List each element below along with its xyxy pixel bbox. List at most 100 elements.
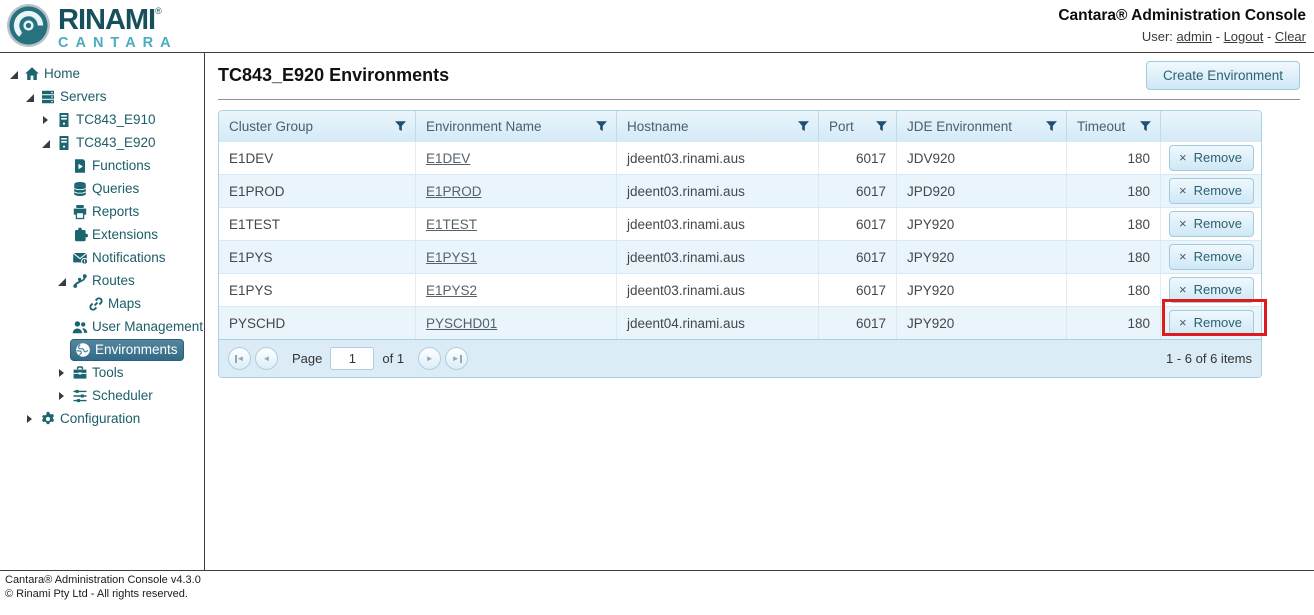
filter-icon[interactable]: [394, 120, 407, 133]
column-header-timeout[interactable]: Timeout: [1067, 111, 1161, 141]
previous-page-button[interactable]: ◄: [255, 347, 278, 370]
filter-icon[interactable]: [875, 120, 888, 133]
tools-icon: [72, 365, 88, 381]
filter-icon[interactable]: [1045, 120, 1058, 133]
maps-icon: [88, 296, 104, 312]
sidebar-item-label: Routes: [92, 273, 135, 288]
cell-cluster-group: E1PYS: [219, 274, 416, 306]
collapse-arrow-icon[interactable]: [8, 67, 22, 81]
remove-button-label: Remove: [1193, 249, 1243, 264]
sidebar-item-queries[interactable]: Queries: [0, 177, 204, 200]
cell-actions: × Remove: [1161, 208, 1261, 240]
cell-jde-environment: JPY920: [897, 208, 1067, 240]
sidebar-item-maps[interactable]: Maps: [0, 292, 204, 315]
remove-button[interactable]: × Remove: [1169, 277, 1255, 303]
table-row-e1pys1: E1PYS E1PYS1 jdeent03.rinami.aus 6017 JPY920…: [219, 240, 1261, 273]
user-name-link[interactable]: admin: [1176, 29, 1212, 44]
column-header-jde-environment[interactable]: JDE Environment: [897, 111, 1067, 141]
sidebar-item-tc843-e910[interactable]: TC843_E910: [0, 108, 204, 131]
remove-button[interactable]: × Remove: [1169, 310, 1255, 336]
expand-arrow-icon[interactable]: [24, 412, 38, 426]
sidebar-item-functions[interactable]: Functions: [0, 154, 204, 177]
last-page-icon: ►: [451, 353, 460, 363]
table-row-e1prod: E1PROD E1PROD jdeent03.rinami.aus 6017 JPD92…: [219, 174, 1261, 207]
remove-button[interactable]: × Remove: [1169, 211, 1255, 237]
collapse-arrow-icon[interactable]: [56, 274, 70, 288]
cell-cluster-group: E1PROD: [219, 175, 416, 207]
sidebar-item-servers[interactable]: Servers: [0, 85, 204, 108]
notifications-icon: [72, 250, 88, 266]
column-header-hostname[interactable]: Hostname: [617, 111, 819, 141]
filter-icon[interactable]: [797, 120, 810, 133]
next-page-button[interactable]: ►: [418, 347, 442, 370]
sidebar-item-configuration[interactable]: Configuration: [0, 407, 204, 430]
filter-icon[interactable]: [1139, 120, 1152, 133]
sidebar-item-label: Tools: [92, 365, 124, 380]
page-number-input[interactable]: [330, 347, 375, 370]
table-row-pyschd01: PYSCHD PYSCHD01 jdeent04.rinami.aus 6017 JPY…: [219, 306, 1261, 339]
remove-x-icon: ×: [1179, 249, 1187, 264]
expand-arrow-icon[interactable]: [40, 113, 54, 127]
environments-table: Cluster Group Environment Name Hostname Por…: [218, 110, 1262, 378]
environment-link[interactable]: E1DEV: [426, 151, 471, 166]
expand-arrow-icon[interactable]: [56, 389, 70, 403]
brand-name: RINAMI: [58, 3, 156, 36]
functions-icon: [72, 158, 88, 174]
remove-button[interactable]: × Remove: [1169, 178, 1255, 204]
rinami-logo-icon: [6, 3, 51, 53]
separator: -: [1215, 29, 1220, 44]
collapse-arrow-icon[interactable]: [24, 90, 38, 104]
cell-port: 6017: [819, 142, 897, 174]
collapse-arrow-icon[interactable]: [40, 136, 54, 150]
cell-port: 6017: [819, 274, 897, 306]
queries-icon: [72, 181, 88, 197]
sidebar-item-label: Configuration: [60, 411, 141, 426]
sidebar-item-tools[interactable]: Tools: [0, 361, 204, 384]
page-of-label: of 1: [382, 351, 405, 366]
sidebar-item-environments[interactable]: Environments: [0, 338, 204, 361]
remove-button[interactable]: × Remove: [1169, 244, 1255, 270]
title-divider: [218, 99, 1300, 100]
environment-link[interactable]: E1PROD: [426, 184, 482, 199]
environment-link[interactable]: E1PYS2: [426, 283, 478, 298]
clear-link[interactable]: Clear: [1274, 29, 1306, 44]
sidebar-item-label: Functions: [92, 158, 151, 173]
last-page-button[interactable]: ►: [445, 347, 469, 370]
user-session-bar: User: admin - Logout - Clear: [1058, 29, 1306, 44]
remove-x-icon: ×: [1179, 216, 1187, 231]
expand-arrow-icon[interactable]: [56, 366, 70, 380]
cell-actions: × Remove: [1161, 175, 1261, 207]
cell-environment-name: E1TEST: [416, 208, 617, 240]
sidebar-item-notifications[interactable]: Notifications: [0, 246, 204, 269]
column-header-cluster-group[interactable]: Cluster Group: [219, 111, 416, 141]
footer-copyright: © Rinami Pty Ltd - All rights reserved.: [5, 587, 188, 600]
user-management-icon: [72, 319, 88, 335]
brand-subname: CANTARA: [58, 34, 178, 51]
filter-icon[interactable]: [595, 120, 608, 133]
sidebar-item-routes[interactable]: Routes: [0, 269, 204, 292]
column-header-environment-name[interactable]: Environment Name: [416, 111, 617, 141]
tree-spacer: [56, 251, 70, 265]
remove-x-icon: ×: [1179, 150, 1187, 165]
cell-jde-environment: JPY920: [897, 274, 1067, 306]
create-environment-button[interactable]: Create Environment: [1145, 61, 1300, 90]
cell-cluster-group: PYSCHD: [219, 307, 416, 339]
scheduler-icon: [72, 388, 88, 404]
sidebar-item-home[interactable]: Home: [0, 62, 204, 85]
environment-link[interactable]: E1TEST: [426, 217, 478, 232]
main-content: TC843_E920 Environments Create Environme…: [205, 53, 1314, 570]
remove-button[interactable]: × Remove: [1169, 145, 1255, 171]
sidebar-item-tc843-e920[interactable]: TC843_E920: [0, 131, 204, 154]
environment-link[interactable]: PYSCHD01: [426, 316, 498, 331]
sidebar-item-user-management[interactable]: User Management: [0, 315, 204, 338]
sidebar-item-reports[interactable]: Reports: [0, 200, 204, 223]
environment-link[interactable]: E1PYS1: [426, 250, 478, 265]
sidebar-item-extensions[interactable]: Extensions: [0, 223, 204, 246]
home-icon: [24, 66, 40, 82]
sidebar-item-scheduler[interactable]: Scheduler: [0, 384, 204, 407]
remove-button-label: Remove: [1193, 150, 1243, 165]
app-footer: Cantara® Administration Console v4.3.0 ©…: [0, 570, 1314, 614]
first-page-button[interactable]: ◄: [228, 347, 251, 370]
logout-link[interactable]: Logout: [1223, 29, 1264, 44]
column-header-port[interactable]: Port: [819, 111, 897, 141]
